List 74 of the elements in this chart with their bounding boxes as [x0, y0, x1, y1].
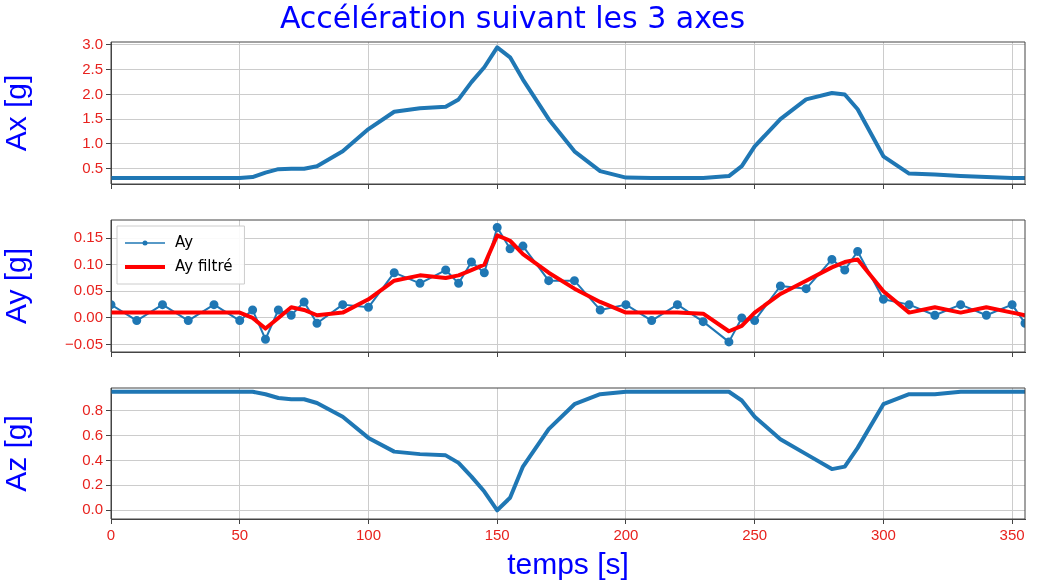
y-tick-label: 0.05	[73, 281, 103, 299]
point	[492, 222, 502, 232]
point	[878, 294, 888, 304]
point	[827, 254, 837, 264]
point	[801, 284, 811, 294]
point	[1007, 300, 1017, 310]
point	[338, 300, 348, 310]
y-axis-title: Ax [g]	[0, 74, 33, 152]
y-tick-label: 1.5	[82, 109, 103, 127]
y-tick-label: 0.2	[82, 475, 103, 493]
point	[389, 268, 399, 278]
x-tick-label: 100	[355, 526, 381, 544]
point	[183, 316, 193, 326]
x-axis-title: temps [s]	[507, 547, 629, 581]
point	[415, 278, 425, 288]
point	[621, 300, 631, 310]
point	[235, 316, 245, 326]
y-tick-label: 0.4	[82, 450, 103, 468]
x-tick-label: 350	[999, 526, 1025, 544]
point	[981, 310, 991, 320]
point	[363, 302, 373, 312]
x-tick-label: 0	[106, 526, 116, 544]
point	[840, 265, 850, 275]
x-tick-label: 200	[613, 526, 639, 544]
point	[260, 334, 270, 344]
point	[930, 310, 940, 320]
point	[273, 305, 283, 315]
point	[750, 316, 760, 326]
point	[569, 276, 579, 286]
point	[518, 241, 528, 251]
legend-label: Ay filtré	[175, 256, 233, 275]
y-tick-label: 0.6	[82, 425, 103, 443]
y-tick-label: 0.0	[82, 500, 103, 518]
x-tick-label: 250	[742, 526, 768, 544]
point	[724, 337, 734, 347]
legend-label: Ay	[175, 232, 194, 251]
x-tick-label: 50	[231, 526, 249, 544]
point	[595, 305, 605, 315]
point	[505, 244, 515, 254]
y-tick-label: 0.10	[73, 254, 103, 272]
y-tick-label: −0.05	[65, 334, 103, 352]
point	[209, 300, 219, 310]
point	[853, 246, 863, 256]
point	[466, 257, 476, 267]
x-tick-label: 300	[870, 526, 896, 544]
point	[248, 305, 258, 315]
point	[441, 265, 451, 275]
y-tick-label: 0.8	[82, 400, 103, 418]
y-tick-label: 2.0	[82, 84, 103, 102]
point	[904, 300, 914, 310]
point	[737, 313, 747, 323]
x-tick-label: 150	[484, 526, 510, 544]
point	[647, 316, 657, 326]
point	[672, 300, 682, 310]
y-tick-label: 2.5	[82, 59, 103, 77]
point	[299, 297, 309, 307]
y-axis-title: Az [g]	[0, 415, 33, 492]
point	[312, 318, 322, 328]
point	[157, 300, 167, 310]
y-tick-label: 3.0	[82, 35, 103, 53]
point	[956, 300, 966, 310]
point	[454, 278, 464, 288]
point	[698, 317, 708, 327]
y-tick-label: 0.15	[73, 228, 103, 246]
point	[544, 276, 554, 286]
point	[479, 268, 489, 278]
chart-title: Accélération suivant les 3 axes	[279, 0, 746, 35]
point	[132, 316, 142, 326]
y-tick-label: 0.5	[82, 158, 103, 176]
y-tick-label: 0.00	[73, 308, 103, 326]
point	[775, 281, 785, 291]
y-tick-label: 1.0	[82, 134, 103, 152]
point	[286, 310, 296, 320]
y-axis-title: Ay [g]	[0, 247, 33, 325]
